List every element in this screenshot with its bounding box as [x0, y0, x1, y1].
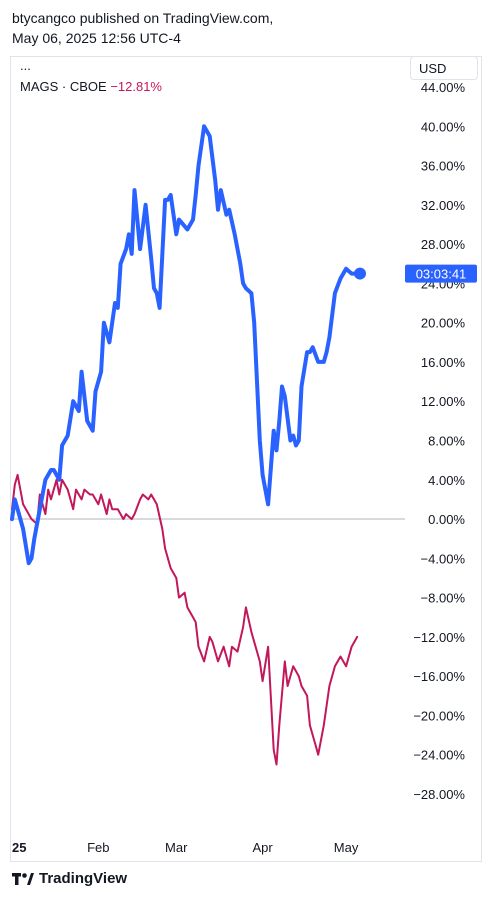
series-lines [10, 124, 366, 766]
y-tick-label: 20.00% [421, 316, 466, 331]
x-tick-label: Feb [87, 840, 109, 855]
legend-symbol[interactable]: MAGS · CBOE [20, 79, 107, 94]
y-tick-label: 12.00% [421, 394, 466, 409]
x-axis: 25 Feb Mar Apr May [12, 840, 359, 855]
y-tick-label: −20.00% [413, 708, 465, 723]
y-tick-label: 4.00% [428, 473, 465, 488]
x-tick-label: Mar [165, 840, 188, 855]
y-tick-label: −8.00% [421, 591, 466, 606]
y-tick-label: 28.00% [421, 237, 466, 252]
y-tick-label: 40.00% [421, 119, 466, 134]
currency-selector[interactable]: USD [410, 56, 478, 80]
last-value-label: 03:03:41 [405, 264, 477, 283]
y-tick-label: 32.00% [421, 198, 466, 213]
y-tick-label: 44.00% [421, 80, 466, 95]
y-tick-label: 8.00% [428, 434, 465, 449]
y-tick-label: 36.00% [421, 159, 466, 174]
more-menu-icon[interactable]: ... [20, 58, 31, 73]
series-line-blue [10, 124, 362, 566]
tradingview-logo-icon [12, 872, 34, 885]
chart-legend: MAGS · CBOE −12.81% [20, 79, 162, 94]
y-tick-label: −24.00% [413, 748, 465, 763]
y-axis: 44.00%40.00%36.00%32.00%28.00%24.00%20.0… [413, 80, 465, 802]
brand-name: TradingView [39, 870, 128, 887]
last-point-marker [354, 267, 366, 280]
y-tick-label: −4.00% [421, 551, 466, 566]
legend-change: −12.81% [110, 79, 162, 94]
x-tick-label: May [334, 840, 359, 855]
y-tick-label: 0.00% [428, 512, 465, 527]
x-tick-label: Apr [252, 840, 273, 855]
y-tick-label: −12.00% [413, 630, 465, 645]
y-tick-label: −16.00% [413, 669, 465, 684]
y-tick-label: −28.00% [413, 787, 465, 802]
last-value-text: 03:03:41 [416, 267, 467, 282]
y-tick-label: 16.00% [421, 355, 466, 370]
series-line-magenta [11, 473, 359, 766]
chart-frame [10, 56, 482, 862]
tradingview-logo[interactable]: TradingView [12, 870, 127, 887]
publisher-line: btycangco published on TradingView.com, [12, 10, 274, 26]
publish-info: btycangco published on TradingView.com, … [12, 8, 273, 48]
publish-date: May 06, 2025 12:56 UTC-4 [12, 30, 181, 46]
x-tick-label: 25 [12, 840, 26, 855]
